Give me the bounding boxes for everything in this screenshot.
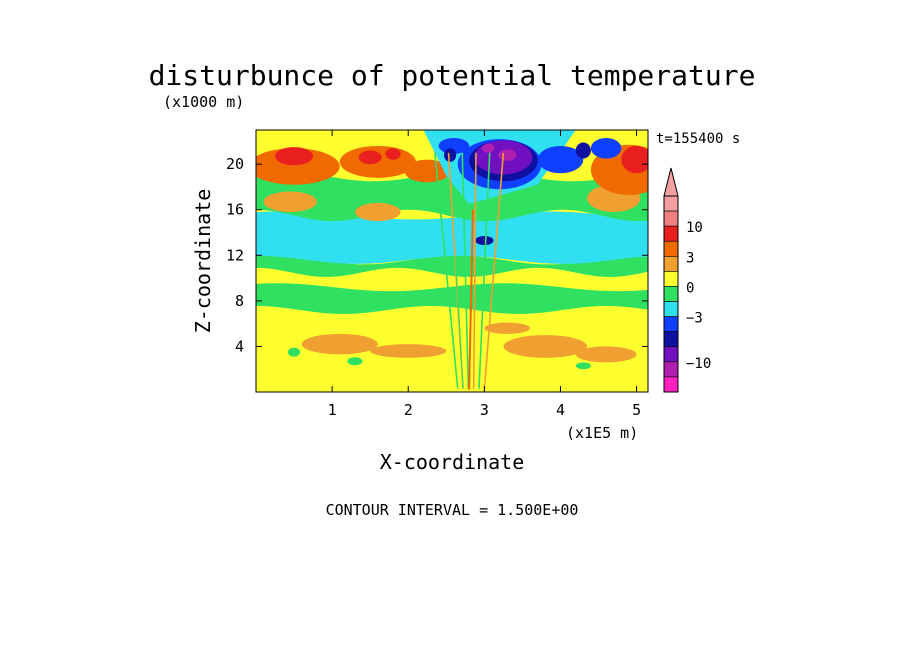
field-blob-green — [575, 362, 591, 370]
colorbar-swatch — [663, 256, 679, 272]
heatmap-field — [256, 130, 648, 392]
colorbar-label: −10 — [686, 356, 711, 372]
field-blob-orange — [354, 202, 401, 222]
field-blob-orange — [575, 346, 637, 363]
field-blob-red — [621, 145, 648, 174]
field-blob-red — [275, 147, 314, 166]
field-blob-red — [385, 148, 401, 160]
field-blob-magenta — [482, 143, 495, 153]
x-tick-label: 5 — [632, 401, 641, 419]
y-tick-label: 20 — [226, 155, 244, 173]
colorbar-label: 0 — [686, 280, 694, 296]
y-units-label: (x1000 m) — [163, 93, 244, 111]
field-streak — [434, 152, 459, 389]
field-blob-orange — [370, 344, 447, 358]
x-axis-label: X-coordinate — [380, 450, 525, 474]
field-blob-blue — [590, 137, 622, 159]
chart-title: disturbunce of potential temperature — [149, 59, 756, 92]
colorbar-overflow-arrow — [663, 167, 679, 197]
colorbar: 10 3 0 −3 −10 — [663, 167, 711, 393]
colorbar-swatch — [663, 331, 679, 348]
colorbar-swatch — [663, 271, 679, 287]
plot-frame — [255, 129, 649, 393]
field-streak — [461, 152, 470, 389]
y-tick-label: 16 — [226, 201, 244, 219]
colorbar-swatch — [663, 240, 679, 257]
field-blob-magenta — [498, 149, 517, 161]
colorbar-frame — [663, 195, 679, 393]
field-band-lower-green — [256, 283, 648, 314]
y-axis-label: Z-coordinate — [191, 189, 215, 334]
x-units-label: (x1E5 m) — [566, 424, 638, 442]
field-blob-navy — [444, 148, 457, 162]
y-axis: 4 8 12 16 20 — [226, 155, 648, 355]
field-blob-orange — [484, 322, 531, 334]
field-blob-red — [358, 150, 382, 165]
field-blob-blue — [537, 145, 584, 174]
field-band-cyan — [256, 211, 648, 264]
field-streak — [472, 152, 477, 389]
x-tick-label: 2 — [404, 401, 413, 419]
field-band-upper-green — [256, 169, 648, 222]
field-blob-navy — [475, 235, 494, 246]
x-axis: 1 2 3 4 5 — [328, 130, 641, 419]
field-blob-darkorange — [404, 159, 451, 183]
colorbar-swatch — [663, 210, 679, 227]
colorbar-swatch — [663, 346, 679, 363]
x-tick-label: 3 — [480, 401, 489, 419]
field-blob-green — [347, 357, 363, 366]
field-streak — [468, 209, 474, 390]
y-tick-label: 12 — [226, 246, 244, 264]
colorbar-label: −3 — [686, 311, 703, 327]
colorbar-swatch — [663, 376, 679, 393]
field-blob-navy — [575, 142, 591, 159]
colorbar-swatch — [663, 316, 679, 332]
field-streak — [483, 152, 505, 389]
colorbar-swatch — [663, 286, 679, 302]
x-tick-label: 4 — [556, 401, 565, 419]
field-blob-orange — [301, 333, 378, 355]
colorbar-swatch — [663, 195, 679, 212]
x-tick-label: 1 — [328, 401, 337, 419]
field-blob-orange — [503, 335, 588, 358]
field-blob-orange — [263, 191, 317, 213]
time-label: t=155400 s — [656, 131, 740, 147]
colorbar-label: 10 — [686, 220, 703, 236]
colorbar-label: 3 — [686, 250, 694, 266]
colorbar-swatch — [663, 361, 679, 378]
field-blob-green — [287, 347, 301, 357]
field-streak — [478, 152, 491, 389]
colorbar-swatch — [663, 225, 679, 242]
contour-interval-note: CONTOUR INTERVAL = 1.500E+00 — [326, 501, 579, 519]
y-tick-label: 4 — [235, 337, 244, 355]
field-streak — [454, 255, 464, 389]
colorbar-swatch — [663, 301, 679, 317]
y-tick-label: 8 — [235, 292, 244, 310]
field-band-mid-green — [256, 255, 648, 277]
